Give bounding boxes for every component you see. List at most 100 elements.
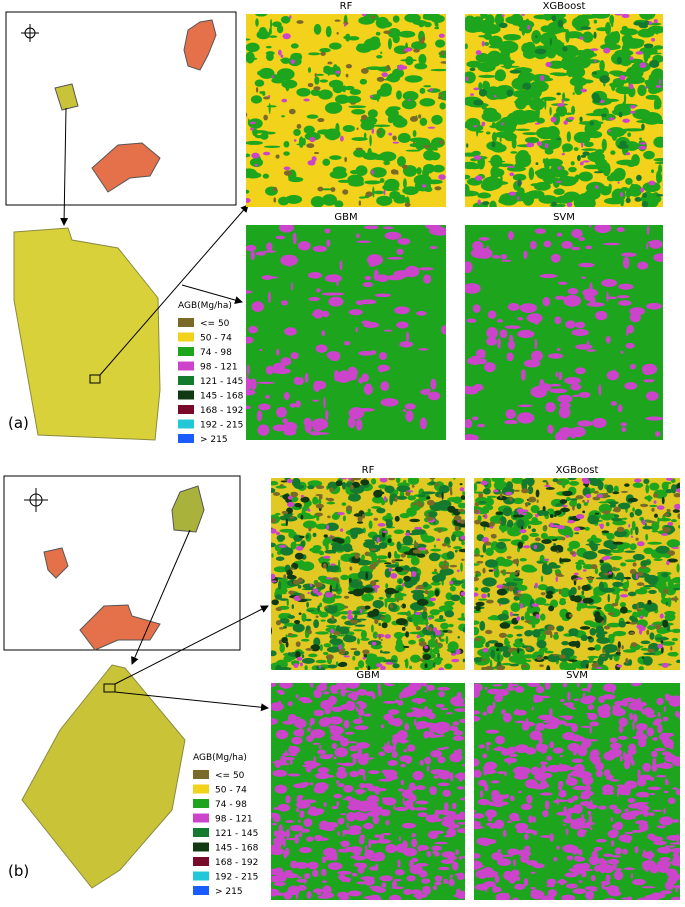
map-patch [573,572,579,576]
map-patch [617,787,620,798]
map-patch [630,527,633,536]
map-patch [393,559,404,562]
map-patch [654,747,666,752]
map-patch [250,378,257,391]
map-patch [567,691,571,701]
map-patch [345,63,352,69]
map-patch [460,495,465,500]
map-patch [608,501,619,505]
map-patch [400,691,406,696]
map-patch [504,491,513,496]
map-patch [371,169,374,175]
map-patch [489,200,497,207]
map-patch [632,507,635,512]
map-raster [465,14,663,207]
map-patch [387,28,401,39]
map-patch [598,384,602,396]
map-patch [589,827,593,831]
map-patch [340,478,347,480]
map-patch [534,582,539,589]
map-patch [613,514,620,518]
map-patch [271,683,277,688]
map-patch [459,487,465,492]
map-patch [434,881,442,886]
map-patch [672,509,680,513]
map-patch [543,630,553,635]
map-patch [419,759,424,766]
map-patch [268,35,278,38]
map-patch [583,739,589,749]
map-patch [610,150,616,155]
map-patch [567,478,577,481]
map-patch [436,538,441,542]
map-patch [354,666,360,670]
map-patch [276,68,295,81]
map-patch [419,98,436,107]
map-patch [670,842,680,845]
map-patch [657,643,664,649]
map-patch [655,545,670,554]
map-patch [461,541,465,546]
map-patch [626,788,631,796]
map-patch [439,615,444,620]
legend-label: 192 - 215 [200,421,243,431]
map-patch [271,528,277,534]
map-patch [534,35,538,38]
map-patch [325,821,339,829]
map-patch [517,179,522,187]
map-patch [501,259,512,262]
map-patch [458,548,465,553]
map-patch [494,819,505,830]
map-patch [671,637,679,642]
map-patch [655,431,661,437]
map-patch [567,519,575,524]
map-patch [634,197,642,202]
map-patch [534,122,541,125]
map-patch [587,704,594,711]
map-patch [524,620,532,623]
map-patch [429,478,436,480]
map-patch [629,56,634,61]
map-patch [246,336,254,344]
map-patch [670,646,673,651]
map-title: SVM [553,212,575,223]
map-patch [501,709,506,715]
legend-label: 121 - 145 [200,377,243,387]
map-patch [250,95,263,104]
map-patch [278,824,283,834]
map-patch [657,712,661,718]
map-patch [646,225,650,236]
map-patch [480,587,491,593]
map-patch [583,141,594,148]
map-patch [363,383,373,395]
map-patch [449,752,463,763]
map-patch [613,870,624,881]
map-patch [406,613,409,616]
map-patch [250,250,255,261]
map-patch [549,632,553,639]
map-patch [416,598,429,606]
map-patch [620,252,637,257]
map-patch [387,534,392,538]
map-patch [427,511,438,518]
map-patch [642,519,646,526]
map-patch [353,149,366,158]
panel-label: (a) [8,414,29,432]
map-patch [294,718,307,729]
map-patch [316,288,321,293]
map-patch [385,819,390,826]
map-patch [337,559,341,569]
map-patch [287,701,293,707]
map-patch [540,592,546,596]
map-patch [511,613,520,616]
map-patch [529,532,540,537]
map-patch [606,622,622,628]
map-patch [326,524,330,531]
map-patch [297,584,302,589]
map-patch [541,744,545,755]
map-patch [430,68,446,72]
map-patch [574,532,580,535]
map-patch [507,526,522,537]
map-patch [257,424,270,436]
map-patch [380,381,390,392]
